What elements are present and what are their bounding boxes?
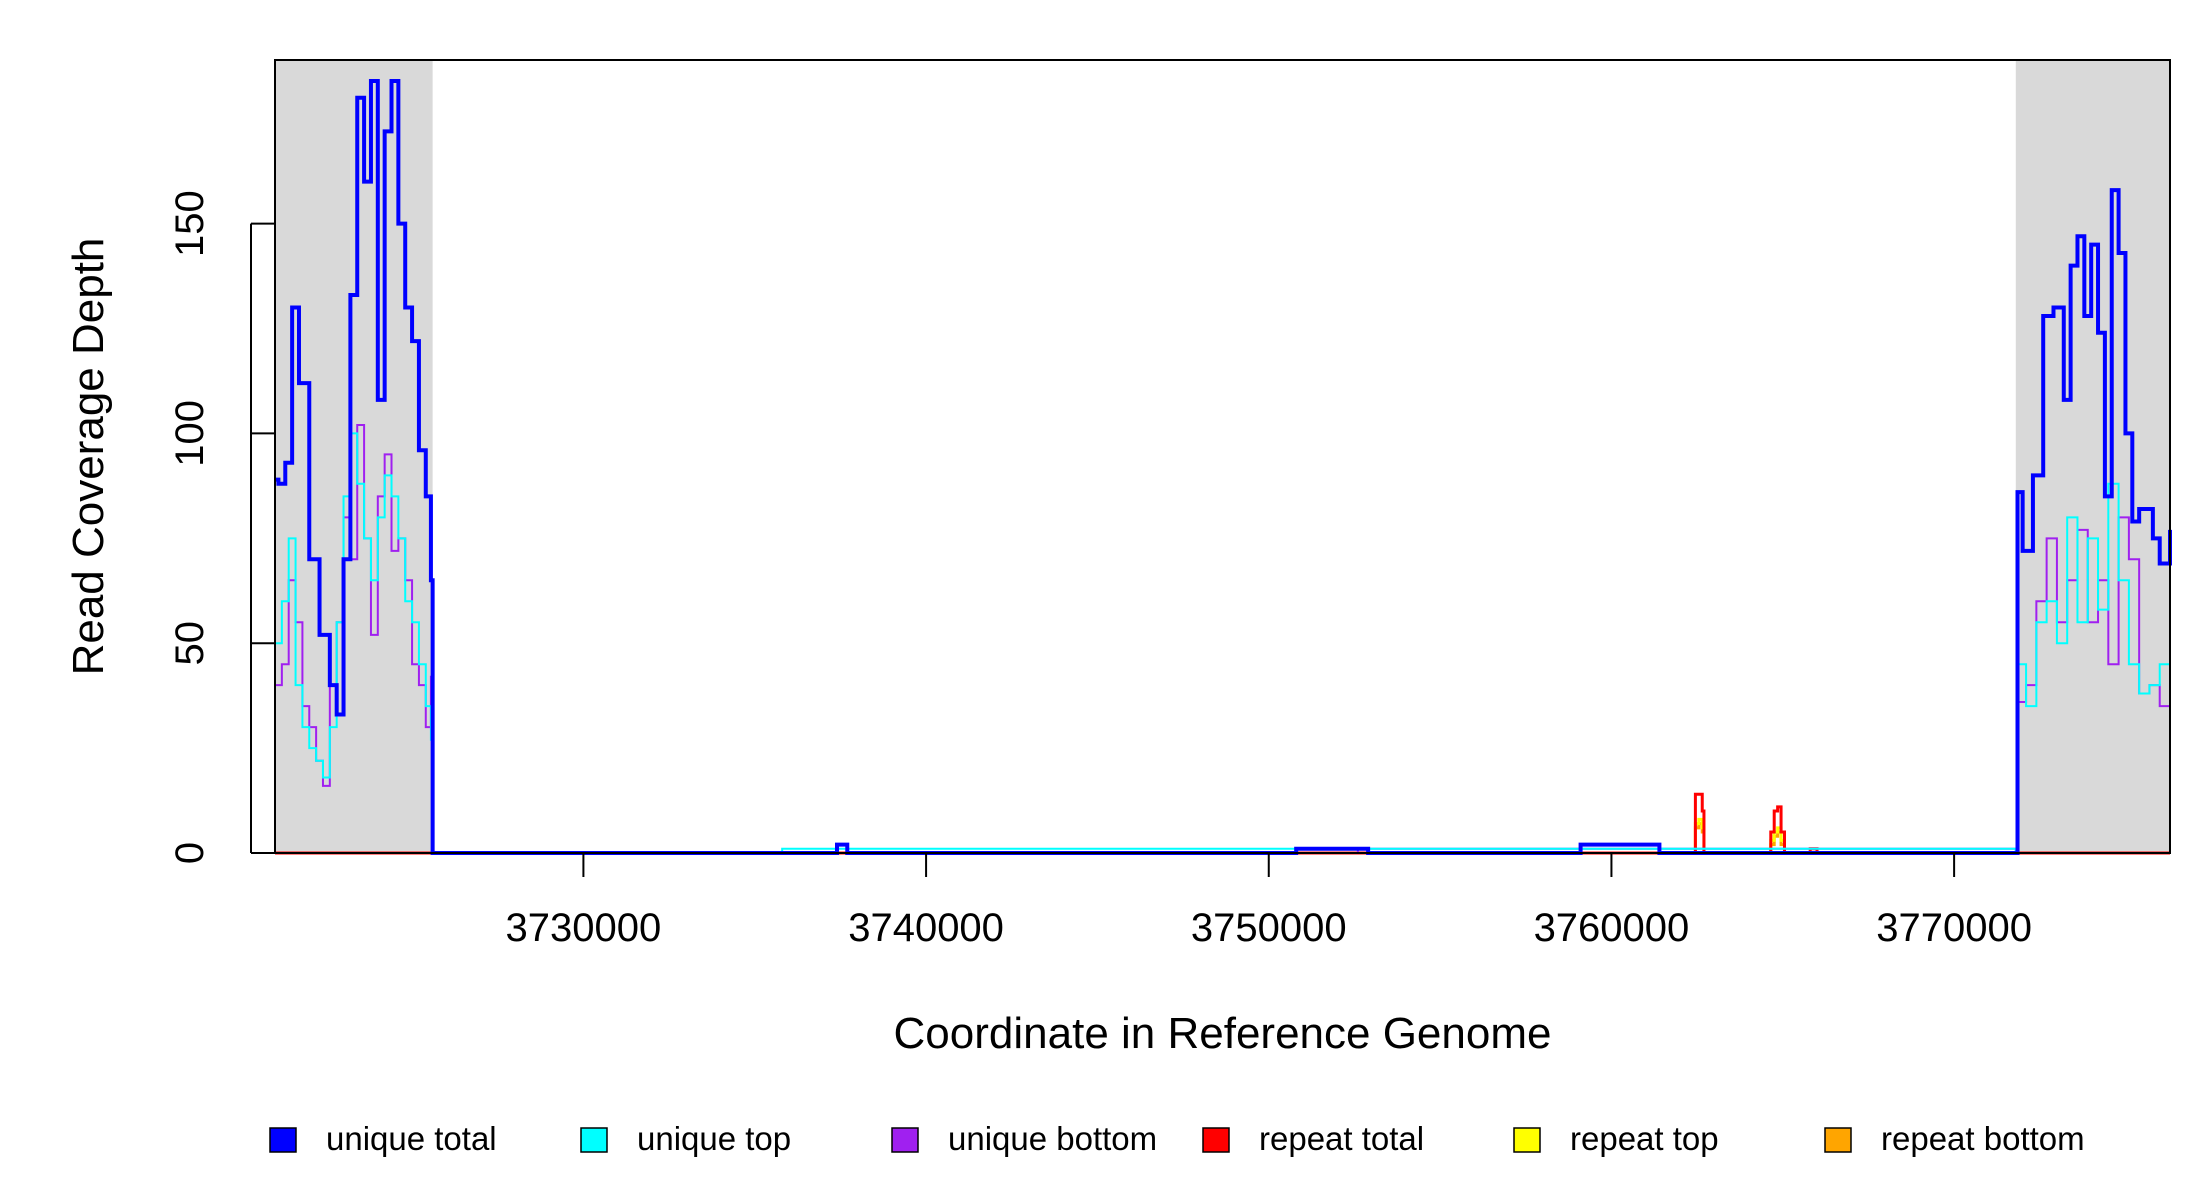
legend-swatch-repeat-total: [1202, 1127, 1230, 1153]
shaded-regions: [275, 60, 2170, 853]
series-line-unique-bottom: [275, 424, 2171, 854]
legend-swatch-unique-total: [269, 1127, 297, 1153]
y-axis-title: Read Coverage Depth: [64, 238, 113, 676]
x-axis-title: Coordinate in Reference Genome: [894, 1009, 1552, 1058]
legend-swatch-repeat-top: [1513, 1127, 1541, 1153]
x-tick-label: 3750000: [1191, 906, 1347, 950]
x-tick-label: 3770000: [1876, 906, 2032, 950]
legend-swatch-repeat-bottom: [1824, 1127, 1852, 1153]
y-axis: 0 50 100 150: [168, 190, 275, 864]
y-tick-label: 150: [168, 190, 212, 257]
legend-label-unique-bottom: unique bottom: [948, 1120, 1157, 1157]
series-line-unique-top: [275, 432, 2171, 854]
legend-label-repeat-total: repeat total: [1259, 1120, 1424, 1157]
x-tick-label: 3730000: [506, 906, 662, 950]
y-tick-label: 0: [168, 842, 212, 864]
shaded-region-0: [275, 60, 433, 853]
x-axis: 3730000 3740000 3750000 3760000 3770000: [506, 853, 2032, 950]
series-line-repeat-total: [275, 792, 2170, 855]
x-tick-label: 3760000: [1534, 906, 1690, 950]
legend-swatch-unique-top: [580, 1127, 608, 1153]
plot-frame: [274, 59, 2171, 854]
legend-label-repeat-bottom: repeat bottom: [1881, 1120, 2085, 1157]
series-lines: [275, 78, 2172, 855]
legend-label-unique-total: unique total: [326, 1120, 497, 1157]
series-line-unique-total: [275, 78, 2172, 855]
y-tick-label: 100: [168, 400, 212, 467]
legend-swatch-unique-bottom: [891, 1127, 919, 1153]
legend-label-unique-top: unique top: [637, 1120, 791, 1157]
x-tick-label: 3740000: [848, 906, 1004, 950]
legend-label-repeat-top: repeat top: [1570, 1120, 1719, 1157]
legend: unique total unique top unique bottom repea…: [269, 1120, 2085, 1157]
y-tick-label: 50: [168, 621, 212, 666]
shaded-region-1: [2015, 60, 2170, 853]
